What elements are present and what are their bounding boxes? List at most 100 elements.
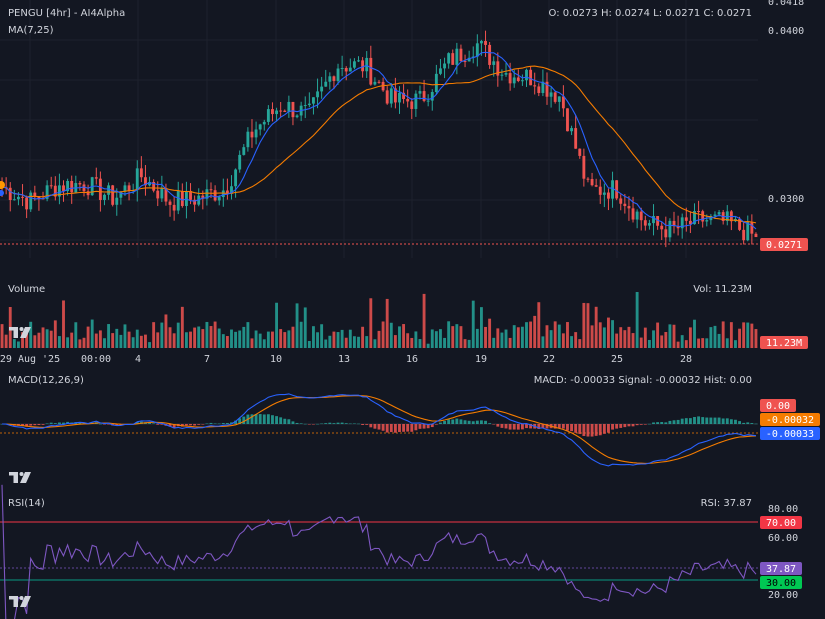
macd-hist-bar <box>492 424 496 425</box>
macd-hist-tag <box>760 399 796 412</box>
volume-bar <box>607 317 610 348</box>
macd-legend[interactable]: MACD(12,26,9) <box>8 375 84 386</box>
macd-hist-bar <box>434 424 438 425</box>
candle-body <box>82 184 86 192</box>
volume-bar <box>512 325 516 348</box>
candle-body <box>258 124 262 130</box>
candle-body <box>406 98 410 102</box>
macd-hist-bar <box>496 424 500 427</box>
macd-hist-bar <box>324 423 328 424</box>
candle-body <box>344 68 348 72</box>
volume-bar <box>619 327 623 348</box>
candle-body <box>193 199 197 205</box>
volume-bar <box>12 339 16 348</box>
volume-bar <box>193 327 197 348</box>
volume-bar <box>410 337 414 348</box>
candle-body <box>443 63 446 69</box>
volume-bar <box>4 334 8 348</box>
macd-hist-bar <box>471 421 475 424</box>
macd-hist-bar <box>594 424 598 436</box>
volume-bar <box>635 292 639 348</box>
macd-hist-bar <box>668 420 672 424</box>
volume-legend[interactable]: Volume <box>8 284 45 295</box>
candle-body <box>340 68 344 70</box>
macd-hist-bar <box>746 422 750 424</box>
candle-body <box>672 220 676 227</box>
time-axis-label: 7 <box>204 354 210 365</box>
candle-body <box>62 185 65 192</box>
volume-bar <box>115 328 119 348</box>
volume-bar <box>328 335 332 348</box>
macd-hist-bar <box>213 423 217 425</box>
ma-legend[interactable]: MA(7,25) <box>8 25 54 36</box>
macd-hist-bar <box>537 424 541 429</box>
macd-hist-bar <box>37 424 41 425</box>
macd-hist-bar <box>570 424 574 432</box>
candle-body <box>533 85 537 87</box>
macd-hist-bar <box>647 423 651 425</box>
macd-hist-bar <box>602 424 606 434</box>
volume-bar <box>729 322 733 348</box>
candle-body <box>541 81 545 93</box>
volume-bar <box>316 332 319 348</box>
volume-bar <box>676 341 680 348</box>
candle-body <box>135 168 139 191</box>
candle-body <box>549 92 553 97</box>
candle-body <box>17 196 20 200</box>
tradingview-logo-icon[interactable] <box>9 596 31 607</box>
volume-bar <box>582 302 586 348</box>
macd-hist-bar <box>619 424 623 428</box>
macd-hist-bar <box>279 417 283 424</box>
volume-bar <box>549 330 553 348</box>
macd-hist-bar <box>357 423 360 425</box>
macd-hist-bar <box>168 424 172 427</box>
volume-bar <box>144 334 147 348</box>
candle-body <box>49 185 53 187</box>
volume-bar <box>230 329 233 348</box>
macd-hist-bar <box>29 424 33 426</box>
volume-bar <box>303 307 307 348</box>
macd-hist-bar <box>328 422 332 424</box>
candle-body <box>607 192 610 199</box>
candle-body <box>328 76 332 82</box>
volume-bar <box>82 337 86 348</box>
volume-bar <box>107 324 111 348</box>
volume-bar <box>389 322 393 348</box>
rsi-upper-tag-text: 70.00 <box>766 518 796 529</box>
tradingview-logo-icon[interactable] <box>9 472 31 483</box>
volume-bar <box>332 331 336 348</box>
volume-bar <box>41 327 45 348</box>
macd-hist-bar <box>172 424 176 428</box>
volume-bar <box>439 329 442 348</box>
macd-hist-bar <box>553 424 557 429</box>
volume-bar <box>746 322 750 348</box>
volume-bar <box>701 338 705 348</box>
time-axis-label: 19 <box>475 354 487 365</box>
candle-body <box>693 211 696 225</box>
candle-body <box>307 103 311 106</box>
macd-hist-bar <box>467 420 471 424</box>
candle-body <box>398 92 401 103</box>
tradingview-logo-icon[interactable] <box>9 327 31 338</box>
volume-bar <box>455 324 459 348</box>
candle-body <box>647 223 651 226</box>
volume-bar <box>180 306 184 348</box>
macd-hist-bar <box>361 424 365 425</box>
candle-body <box>361 60 365 72</box>
macd-hist-bar <box>242 416 246 424</box>
macd-hist-bar <box>729 419 733 424</box>
candle-body <box>635 211 639 220</box>
volume-bar <box>426 343 430 348</box>
macd-hist-bar <box>160 424 164 425</box>
macd-hist-bar <box>660 421 664 424</box>
candle-body <box>553 92 557 102</box>
volume-bar <box>680 335 684 348</box>
volume-bar <box>66 337 70 348</box>
macd-hist-bar <box>754 423 758 425</box>
candle-body <box>352 61 356 68</box>
rsi-legend[interactable]: RSI(14) <box>8 498 45 509</box>
volume-bar <box>17 341 20 348</box>
macd-hist-bar <box>193 424 197 426</box>
